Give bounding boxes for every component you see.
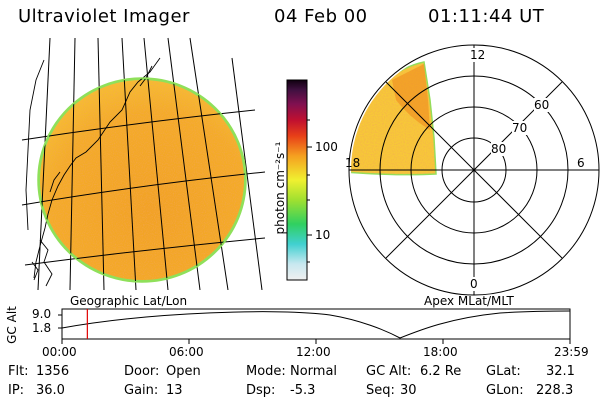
mlt-label-0: 0 bbox=[470, 277, 478, 291]
seq-value: 30 bbox=[400, 383, 417, 398]
geographic-panel-label: Geographic Lat/Lon bbox=[70, 294, 188, 308]
time-label: 01:11:44 UT bbox=[428, 6, 545, 27]
lat-label-70: 70 bbox=[512, 121, 528, 135]
altitude-ymin: 1.8 bbox=[32, 321, 52, 335]
flt-label: Flt: bbox=[8, 364, 29, 379]
geographic-globe bbox=[21, 37, 265, 290]
gcalt-label: GC Alt: bbox=[366, 364, 412, 379]
flt-value: 1356 bbox=[36, 364, 70, 379]
glat-value: 32.1 bbox=[546, 364, 575, 379]
glon-label: GLon: bbox=[486, 383, 524, 398]
time-tick: 00:00 bbox=[42, 345, 77, 359]
colorbar-tick-100: 100 bbox=[315, 140, 338, 154]
time-tick: 18:00 bbox=[423, 345, 458, 359]
ip-label: IP: bbox=[8, 383, 25, 398]
mlt-label-12: 12 bbox=[470, 48, 486, 62]
dsp-label: Dsp: bbox=[246, 383, 276, 398]
seq-label: Seq: bbox=[366, 383, 395, 398]
lat-label-60: 60 bbox=[534, 98, 550, 112]
door-value: Open bbox=[166, 364, 201, 379]
altitude-strip bbox=[58, 308, 571, 344]
glat-label: GLat: bbox=[486, 364, 521, 379]
colorbar-unit-label: photon cm⁻²s⁻¹ bbox=[273, 141, 287, 235]
instrument-title: Ultraviolet Imager bbox=[18, 6, 190, 27]
lat-label-80: 80 bbox=[491, 142, 507, 156]
time-tick: 06:00 bbox=[169, 345, 204, 359]
door-label: Door: bbox=[124, 364, 160, 379]
colorbar-tick-10: 10 bbox=[315, 228, 331, 242]
dsp-value: -5.3 bbox=[290, 383, 316, 398]
gcalt-value: 6.2 Re bbox=[420, 364, 462, 379]
polar-plot bbox=[348, 44, 600, 296]
apex-panel-label: Apex MLat/MLT bbox=[424, 294, 514, 308]
mlt-label-6: 6 bbox=[577, 156, 585, 170]
date-label: 04 Feb 00 bbox=[274, 6, 368, 27]
mode-label: Mode: bbox=[246, 364, 286, 379]
colorbar bbox=[286, 79, 308, 281]
mode-value: Normal bbox=[290, 364, 338, 379]
gain-value: 13 bbox=[166, 383, 183, 398]
altitude-ylabel: GC Alt bbox=[5, 306, 19, 344]
altitude-ymax: 9.0 bbox=[32, 307, 52, 321]
glon-value: 228.3 bbox=[536, 383, 574, 398]
time-tick: 23:59 bbox=[554, 345, 589, 359]
ip-value: 36.0 bbox=[36, 383, 65, 398]
mlt-label-18: 18 bbox=[345, 156, 361, 170]
time-tick: 12:00 bbox=[296, 345, 331, 359]
gain-label: Gain: bbox=[124, 383, 159, 398]
